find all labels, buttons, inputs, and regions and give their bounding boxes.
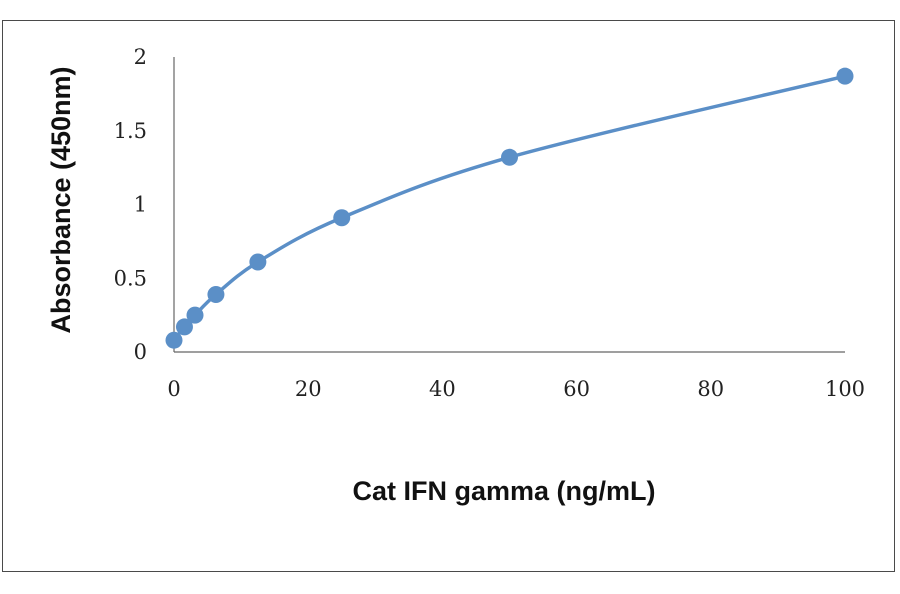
data-point	[333, 209, 351, 227]
data-point	[165, 331, 183, 349]
x-axis-title: Cat IFN gamma (ng/mL)	[352, 476, 655, 506]
y-axis-title: Absorbance (450nm)	[46, 66, 76, 333]
x-tick-label: 100	[825, 377, 865, 401]
data-point	[836, 67, 854, 85]
y-tick-label: 1.5	[114, 119, 147, 143]
y-tick-label: 1	[134, 193, 147, 217]
y-tick-label: 0	[134, 340, 147, 364]
y-tick-labels: 0 0.5 1 1.5 2	[114, 45, 147, 364]
data-point	[207, 285, 225, 303]
chart-frame	[2, 20, 895, 572]
y-tick-label: 0.5	[114, 266, 147, 290]
data-point	[175, 318, 193, 336]
data-point	[501, 148, 518, 166]
x-tick-labels: 0 20 40 60 80 100	[167, 377, 865, 401]
y-tick-label: 2	[134, 45, 147, 69]
x-tick-label: 20	[295, 377, 322, 401]
x-tick-label: 80	[697, 377, 724, 401]
x-tick-label: 0	[167, 377, 180, 401]
data-point	[249, 253, 267, 271]
x-tick-label: 40	[429, 377, 456, 401]
series-layer	[165, 67, 854, 349]
series-line	[172, 74, 847, 342]
axes	[173, 57, 845, 353]
x-tick-label: 60	[563, 377, 590, 401]
data-point	[186, 306, 204, 324]
